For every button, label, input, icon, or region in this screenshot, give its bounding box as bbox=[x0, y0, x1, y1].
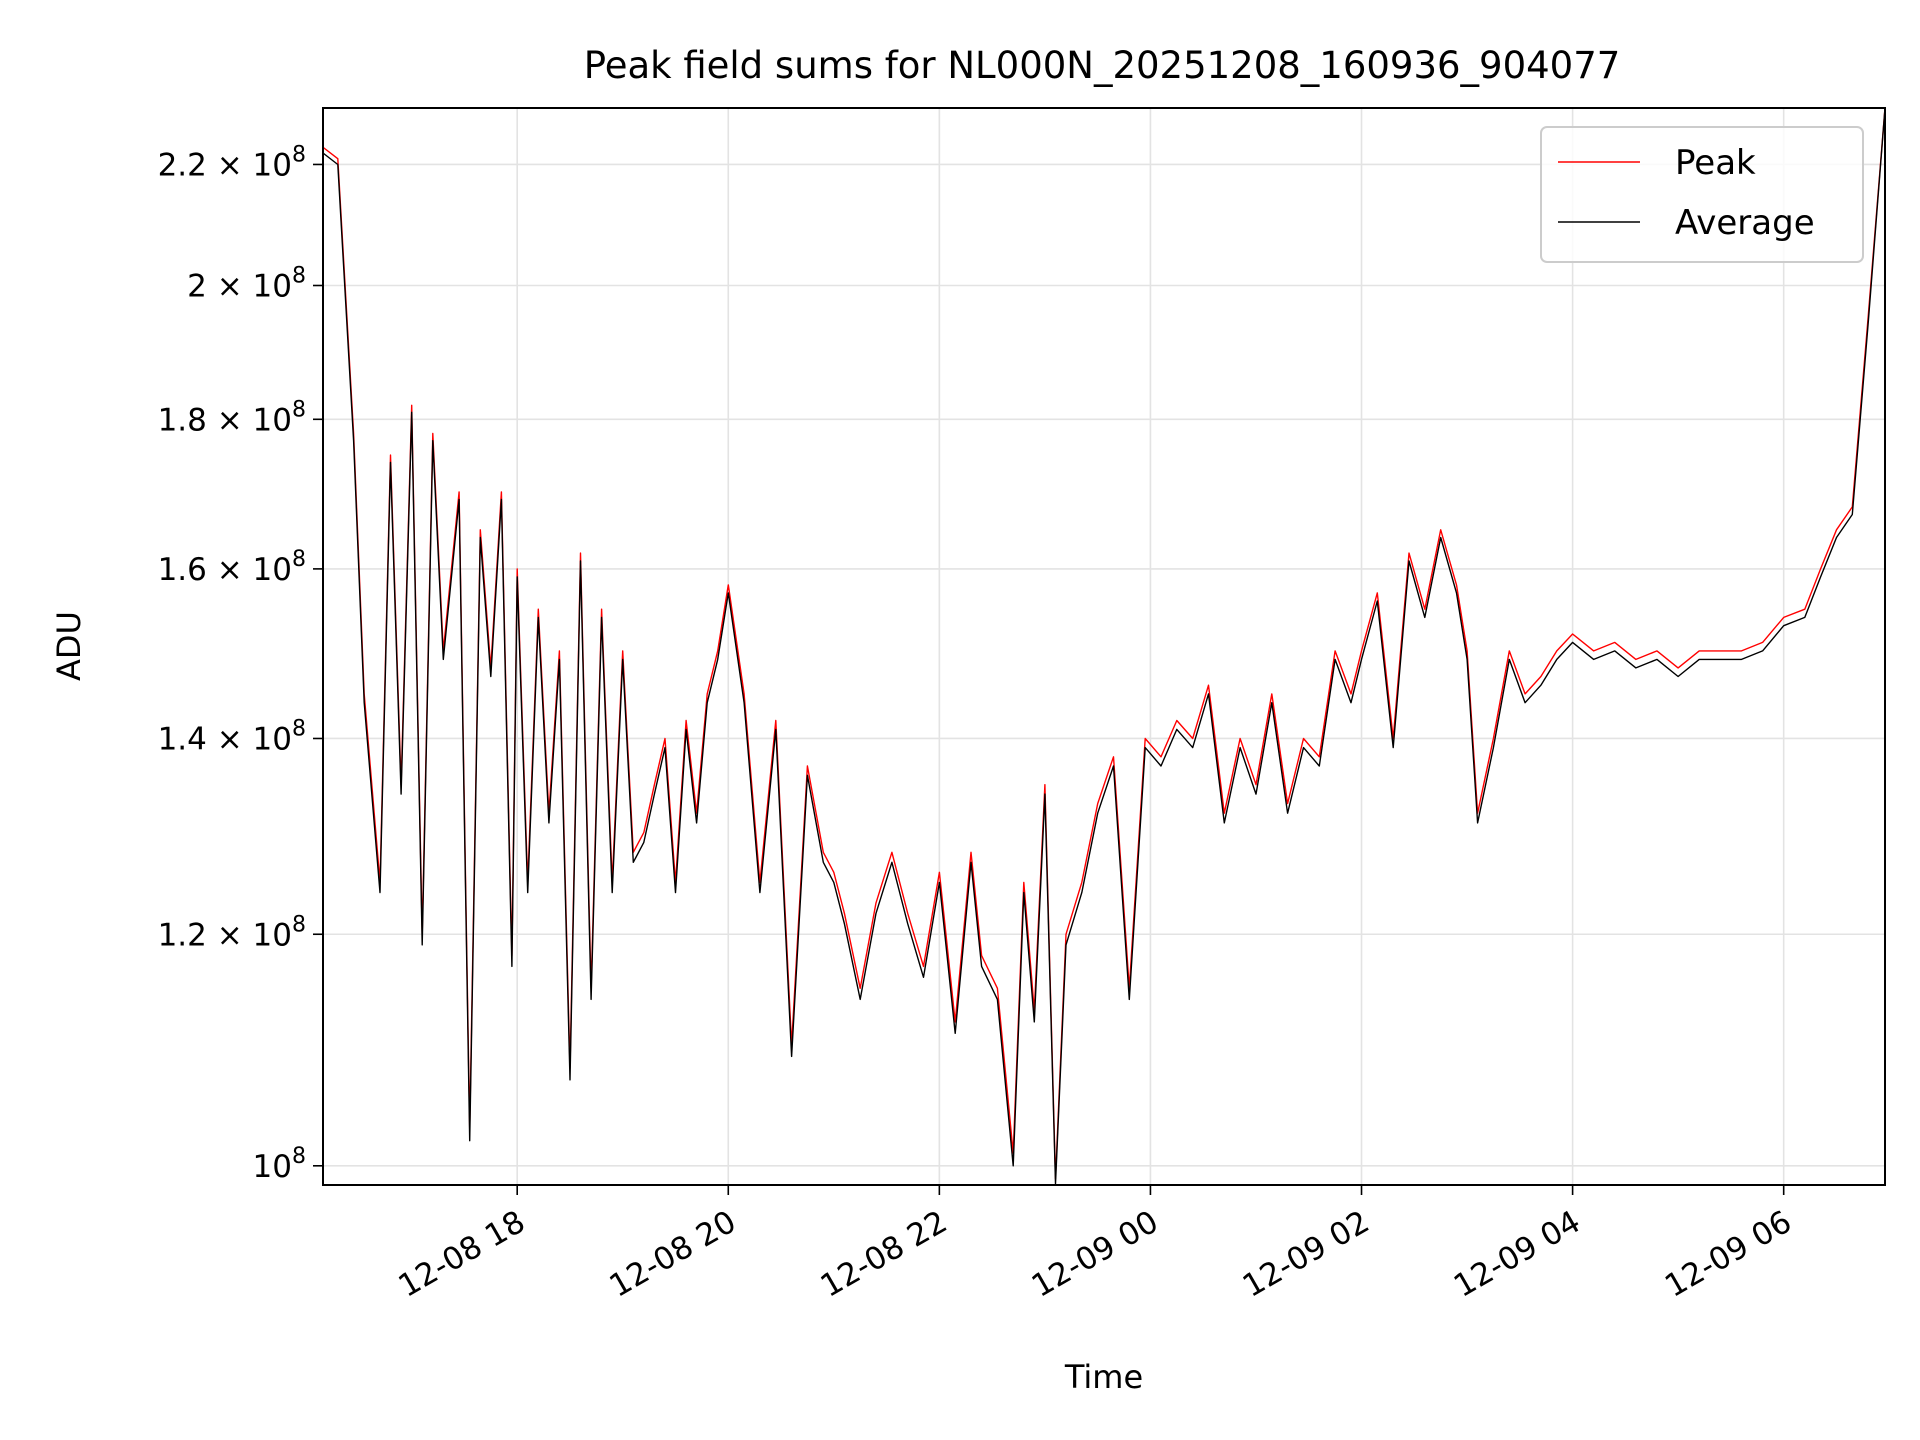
y-tick-base: 2 × 10 bbox=[187, 268, 292, 304]
average-series-line bbox=[323, 108, 1885, 1185]
y-tick-label: 108 bbox=[253, 1144, 306, 1185]
y-axis-title: ADU bbox=[50, 611, 88, 681]
legend-peak-label: Peak bbox=[1675, 143, 1756, 183]
y-tick-label: 2.2 × 108 bbox=[158, 142, 306, 183]
y-tick-label: 1.6 × 108 bbox=[158, 547, 306, 588]
y-tick-label: 1.4 × 108 bbox=[158, 716, 306, 757]
legend-box bbox=[1540, 126, 1864, 263]
y-tick-exponent: 8 bbox=[292, 912, 306, 937]
y-tick-base: 2.2 × 10 bbox=[158, 147, 292, 183]
y-tick-base: 1.8 × 10 bbox=[158, 402, 292, 438]
y-tick-exponent: 8 bbox=[292, 547, 306, 572]
legend-average-label: Average bbox=[1675, 203, 1815, 243]
y-tick-label: 1.2 × 108 bbox=[158, 912, 306, 953]
y-tick-exponent: 8 bbox=[292, 397, 306, 422]
y-tick-label: 1.8 × 108 bbox=[158, 397, 306, 438]
y-tick-label: 2 × 108 bbox=[187, 263, 306, 304]
plot-frame bbox=[322, 107, 1886, 1186]
y-tick-exponent: 8 bbox=[292, 142, 306, 167]
y-tick-exponent: 8 bbox=[292, 263, 306, 288]
y-tick-exponent: 8 bbox=[292, 716, 306, 741]
y-tick-base: 10 bbox=[253, 1149, 292, 1185]
y-tick-base: 1.6 × 10 bbox=[158, 552, 292, 588]
legend: Peak Average bbox=[1540, 126, 1864, 263]
y-tick-base: 1.4 × 10 bbox=[158, 721, 292, 757]
x-axis-title: Time bbox=[1064, 1358, 1143, 1396]
chart-title: Peak field sums for NL000N_20251208_1609… bbox=[584, 44, 1621, 87]
plot-lines bbox=[323, 108, 1885, 1185]
grid bbox=[323, 108, 1885, 1185]
y-tick-exponent: 8 bbox=[292, 1144, 306, 1169]
y-tick-base: 1.2 × 10 bbox=[158, 917, 292, 953]
